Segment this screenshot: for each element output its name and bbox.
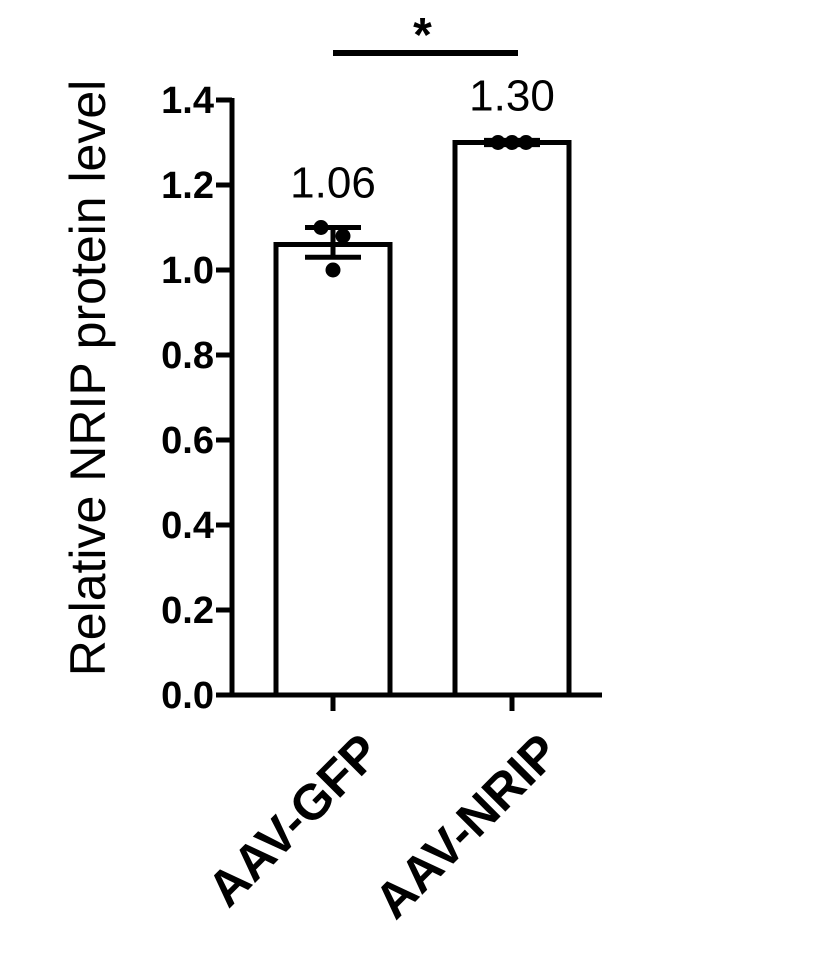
- y-tick-label: 1.4: [161, 80, 214, 122]
- data-label: 1.06: [290, 159, 376, 208]
- data-point: [490, 135, 506, 150]
- y-tick-label: 0.8: [161, 335, 214, 377]
- data-point: [518, 135, 534, 150]
- y-axis-title: Relative NRIP protein level: [60, 80, 116, 677]
- y-tick-label: 1.2: [161, 165, 214, 207]
- y-tick-label: 0.2: [161, 590, 214, 632]
- y-tick-label: 0.4: [161, 505, 214, 547]
- significance-label: *: [413, 9, 432, 62]
- data-point: [335, 228, 351, 244]
- data-label: 1.30: [469, 71, 555, 120]
- x-category-label: AAV-NRIP: [364, 723, 570, 929]
- y-tick-label: 0.6: [161, 420, 214, 462]
- y-tick-label: 1.0: [161, 250, 214, 292]
- bar-aav-gfp: [273, 242, 393, 698]
- bar-aav-nrip: [452, 140, 572, 698]
- data-point: [504, 135, 520, 150]
- data-point: [325, 262, 341, 278]
- x-category-label: AAV-GFP: [197, 723, 391, 917]
- data-point: [313, 220, 329, 235]
- y-tick-label: 0.0: [161, 675, 214, 717]
